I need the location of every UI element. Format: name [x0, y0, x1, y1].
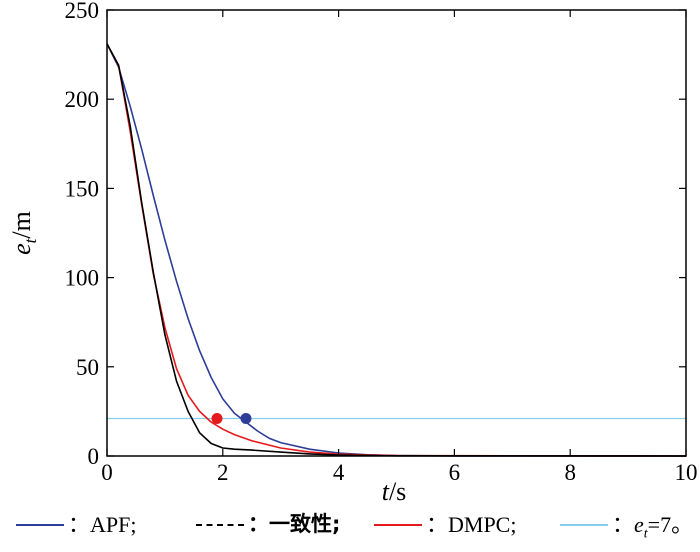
x-tick-label: 4: [333, 460, 345, 485]
legend: ：APF; ：一致性; ：DMPC; ：et=7。: [0, 506, 700, 543]
y-tick-label: 150: [65, 176, 100, 201]
y-tick-label: 100: [65, 266, 100, 291]
y-tick-label: 0: [88, 444, 100, 469]
y-tick-label: 200: [65, 87, 100, 112]
marker-apf: [240, 413, 252, 425]
legend-swatch-threshold: [560, 524, 608, 526]
legend-label-threshold: ：et=7。: [612, 512, 694, 542]
legend-label-consensus: ：一致性;: [248, 512, 341, 536]
series-line-dmpc: [106, 43, 687, 457]
x-tick-label: 6: [449, 460, 461, 485]
y-axis-title: et/m: [7, 211, 40, 255]
x-axis-title: t/s: [382, 477, 407, 506]
legend-swatch-consensus: [196, 524, 244, 526]
y-tick-label: 50: [76, 355, 99, 380]
legend-label-apf: ：APF;: [68, 512, 137, 537]
marker-dmpc: [211, 413, 223, 425]
x-tick-label: 10: [675, 460, 698, 485]
legend-label-dmpc: ：DMPC;: [426, 512, 517, 537]
x-tick-label: 0: [101, 460, 113, 485]
y-tick-label: 250: [65, 0, 100, 23]
x-tick-label: 2: [217, 460, 229, 485]
legend-swatch-apf: [16, 524, 64, 526]
x-tick-label: 8: [564, 460, 576, 485]
plot-frame: [106, 9, 687, 457]
legend-swatch-dmpc: [374, 524, 422, 526]
series-line-apf: [106, 43, 687, 457]
plot-marks: [106, 43, 687, 457]
series-line-consensus: [106, 43, 687, 457]
